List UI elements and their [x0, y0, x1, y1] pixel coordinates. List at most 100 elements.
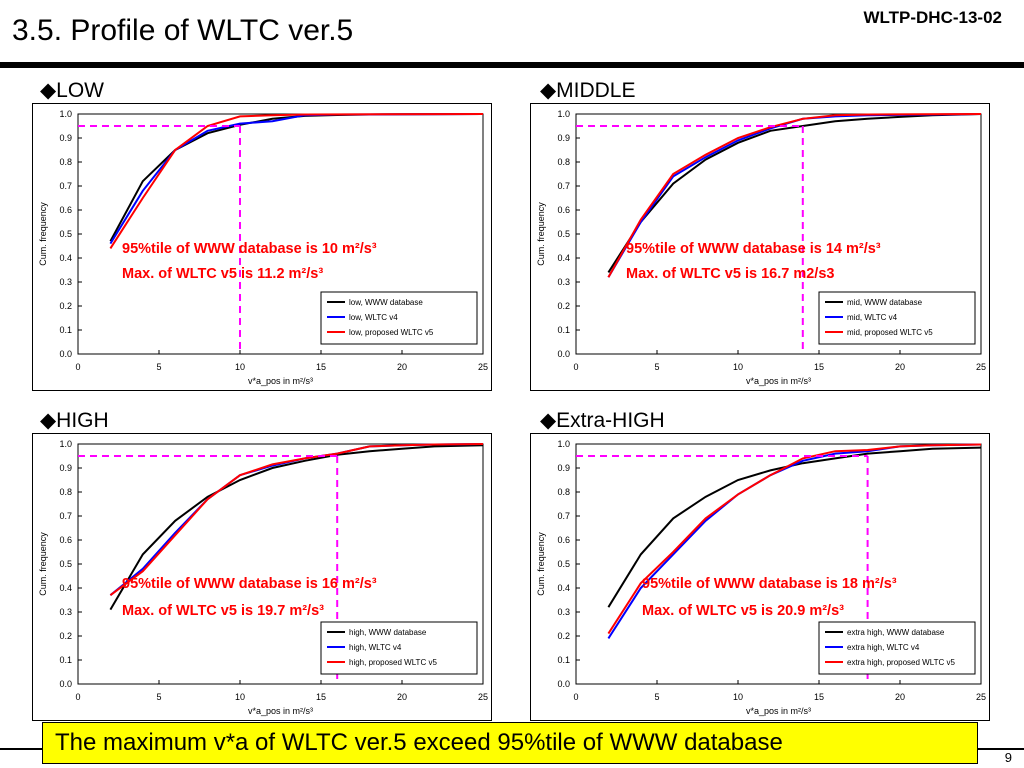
- y-tick-label: 0.5: [59, 229, 72, 239]
- y-tick-label: 0.2: [557, 301, 570, 311]
- series-line-2: [607, 113, 982, 278]
- legend-label: high, proposed WLTC v5: [349, 658, 437, 667]
- y-tick-label: 0.7: [59, 511, 72, 521]
- x-tick-label: 5: [654, 362, 659, 372]
- legend-label: high, WWW database: [349, 628, 427, 637]
- x-tick-label: 20: [895, 692, 905, 702]
- y-tick-label: 0.2: [59, 301, 72, 311]
- y-tick-label: 0.8: [59, 157, 72, 167]
- document-id: WLTP-DHC-13-02: [863, 8, 1002, 27]
- x-tick-label: 20: [895, 362, 905, 372]
- y-axis-label: Cum. frequency: [38, 202, 48, 266]
- y-tick-label: 0.2: [557, 631, 570, 641]
- y-tick-label: 0.5: [557, 229, 570, 239]
- series-line-2: [109, 443, 484, 597]
- y-tick-label: 0.6: [59, 535, 72, 545]
- annotation-text: 95%tile of WWW database is 18 m²/s³: [642, 576, 897, 592]
- y-tick-label: 0.5: [59, 559, 72, 569]
- legend-label: extra high, proposed WLTC v5: [847, 658, 955, 667]
- x-tick-label: 15: [316, 362, 326, 372]
- annotation-text: 95%tile of WWW database is 14 m²/s³: [626, 241, 881, 257]
- y-tick-label: 0.1: [557, 325, 570, 335]
- y-tick-label: 0.4: [557, 583, 570, 593]
- x-tick-label: 5: [654, 692, 659, 702]
- legend-box: [320, 621, 478, 675]
- y-tick-label: 0.1: [59, 655, 72, 665]
- series-line-2: [607, 443, 982, 635]
- conclusion-banner: The maximum v*a of WLTC ver.5 exceed 95%…: [42, 722, 978, 764]
- legend-label: extra high, WLTC v4: [847, 643, 920, 652]
- legend-label: low, WLTC v4: [349, 313, 398, 322]
- y-tick-label: 0.4: [59, 583, 72, 593]
- x-tick-label: 25: [478, 362, 488, 372]
- series-line-2: [109, 113, 484, 249]
- y-tick-label: 0.0: [59, 349, 72, 359]
- y-tick-label: 0.8: [557, 487, 570, 497]
- x-tick-label: 25: [478, 692, 488, 702]
- y-tick-label: 0.9: [557, 463, 570, 473]
- y-axis-label: Cum. frequency: [536, 202, 546, 266]
- y-tick-label: 0.7: [59, 181, 72, 191]
- x-tick-label: 0: [75, 362, 80, 372]
- y-tick-label: 0.9: [59, 133, 72, 143]
- y-tick-label: 1.0: [557, 109, 570, 119]
- legend: extra high, WWW database extra high, WLTC…: [818, 621, 976, 675]
- x-tick-label: 10: [235, 362, 245, 372]
- y-tick-label: 0.9: [557, 133, 570, 143]
- legend-box: [818, 291, 976, 345]
- y-tick-label: 0.6: [557, 205, 570, 215]
- y-axis-label: Cum. frequency: [38, 532, 48, 596]
- x-tick-label: 10: [733, 692, 743, 702]
- y-tick-label: 1.0: [557, 439, 570, 449]
- x-axis-label: v*a_pos in m²/s³: [248, 706, 313, 716]
- annotation-text: Max. of WLTC v5 is 19.7 m²/s³: [122, 603, 324, 619]
- x-tick-label: 0: [75, 692, 80, 702]
- annotation-text: 95%tile of WWW database is 10 m²/s³: [122, 241, 377, 257]
- y-tick-label: 0.8: [59, 487, 72, 497]
- y-tick-label: 0.1: [557, 655, 570, 665]
- x-tick-label: 10: [733, 362, 743, 372]
- annotation-text: Max. of WLTC v5 is 20.9 m²/s³: [642, 603, 844, 619]
- y-tick-label: 0.3: [557, 277, 570, 287]
- y-tick-label: 0.6: [557, 535, 570, 545]
- y-tick-label: 0.0: [557, 349, 570, 359]
- page-title: 3.5. Profile of WLTC ver.5: [12, 14, 354, 47]
- y-tick-label: 1.0: [59, 109, 72, 119]
- y-tick-label: 0.0: [59, 679, 72, 689]
- legend-label: low, WWW database: [349, 298, 423, 307]
- chart-middle: 0.0 0.1 0.2 0.3 0.4 0.5 0.6 0.7 0.8 0.9 1.0 0 5 10 15 2…: [530, 103, 990, 391]
- y-tick-label: 0.7: [557, 511, 570, 521]
- annotation-text: Max. of WLTC v5 is 16.7 m2/s3: [626, 266, 834, 282]
- section-label-high: ◆HIGH: [40, 409, 109, 432]
- x-tick-label: 20: [397, 692, 407, 702]
- y-tick-label: 0.5: [557, 559, 570, 569]
- x-tick-label: 15: [316, 692, 326, 702]
- legend-label: high, WLTC v4: [349, 643, 402, 652]
- y-tick-label: 0.3: [557, 607, 570, 617]
- y-tick-label: 0.6: [59, 205, 72, 215]
- legend-label: extra high, WWW database: [847, 628, 945, 637]
- x-tick-label: 25: [976, 692, 986, 702]
- title-divider: [0, 62, 1024, 68]
- y-tick-label: 0.7: [557, 181, 570, 191]
- x-tick-label: 20: [397, 362, 407, 372]
- legend-box: [320, 291, 478, 345]
- y-tick-label: 0.3: [59, 277, 72, 287]
- x-axis-label: v*a_pos in m²/s³: [248, 376, 313, 386]
- chart-low: 0.0 0.1 0.2 0.3 0.4 0.5 0.6 0.7 0.8 0.9 1.0 0 5 10 15 2…: [32, 103, 492, 391]
- x-tick-label: 5: [156, 362, 161, 372]
- section-label-low: ◆LOW: [40, 79, 104, 102]
- x-tick-label: 15: [814, 692, 824, 702]
- y-tick-label: 0.0: [557, 679, 570, 689]
- legend-label: mid, WWW database: [847, 298, 923, 307]
- legend-label: mid, proposed WLTC v5: [847, 328, 933, 337]
- legend-box: [818, 621, 976, 675]
- series-line-0: [607, 113, 982, 273]
- x-tick-label: 0: [573, 362, 578, 372]
- legend: high, WWW database high, WLTC v4 high, pro…: [320, 621, 478, 675]
- y-tick-label: 0.4: [59, 253, 72, 263]
- page-number: 9: [1004, 750, 1012, 765]
- x-tick-label: 5: [156, 692, 161, 702]
- series-line-0: [109, 444, 484, 611]
- legend-label: mid, WLTC v4: [847, 313, 898, 322]
